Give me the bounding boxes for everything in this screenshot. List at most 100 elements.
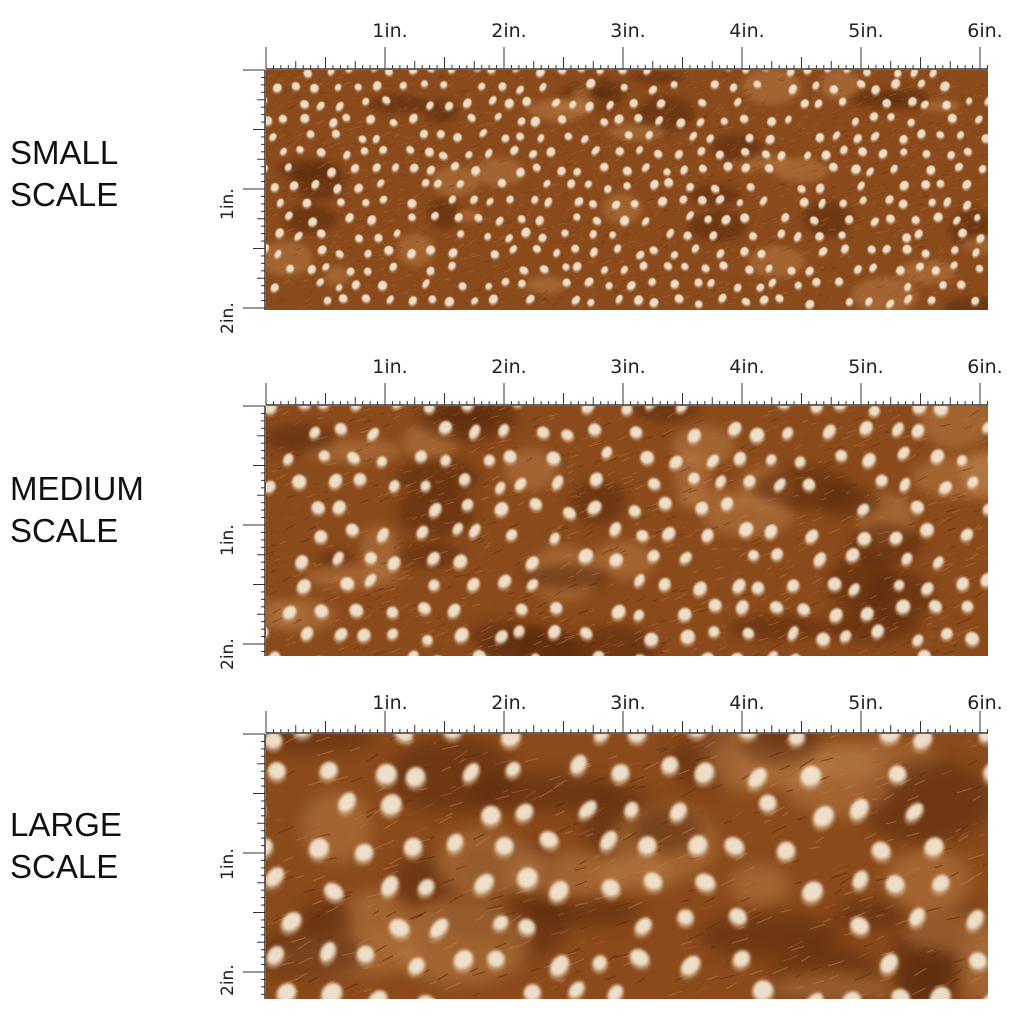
- fur-spot: [430, 211, 440, 222]
- fur-strand: [383, 228, 389, 232]
- fur-spot: [941, 100, 952, 112]
- fur-strand: [860, 294, 867, 297]
- fur-strand: [539, 227, 547, 231]
- fur-strand: [829, 528, 840, 534]
- fur-strand: [870, 71, 877, 75]
- fur-strand: [975, 135, 981, 139]
- fur-strand: [628, 151, 635, 154]
- fur-strand: [978, 296, 982, 299]
- fur-strand: [705, 203, 710, 207]
- fur-spot: [663, 168, 671, 177]
- fur-strand: [417, 226, 423, 228]
- fur-strand: [538, 227, 546, 231]
- fur-spot-core: [303, 70, 312, 78]
- fur-strand: [835, 125, 841, 129]
- fur-strand: [715, 289, 720, 293]
- fur-strand: [588, 163, 594, 166]
- fur-strand: [747, 209, 754, 214]
- fur-strand: [586, 118, 593, 123]
- fur-strand: [611, 127, 616, 129]
- fur-spot-core: [709, 231, 718, 240]
- fur-strand: [341, 128, 346, 131]
- fur-strand: [709, 243, 715, 248]
- fur-strand: [472, 280, 479, 285]
- fur-strand: [433, 286, 439, 290]
- fur-spot-core: [289, 181, 299, 190]
- fur-strand: [496, 305, 504, 310]
- fur-spot: [851, 117, 860, 128]
- fur-spot-core: [567, 179, 575, 188]
- fur-strand: [805, 239, 809, 242]
- fur-spot-core: [955, 162, 963, 171]
- fur-spot: [745, 133, 755, 144]
- fur-strand: [624, 96, 628, 99]
- fur-spot-core: [887, 113, 895, 121]
- fur-strand: [880, 237, 884, 240]
- fur-strand: [853, 217, 861, 221]
- fur-strand: [835, 155, 842, 160]
- fur-spot-core: [316, 148, 326, 157]
- fur-strand: [287, 100, 293, 104]
- fur-strand: [594, 132, 601, 136]
- fur-strand: [294, 247, 302, 251]
- fur-strand: [470, 217, 474, 221]
- fur-strand: [789, 145, 795, 148]
- fur-spot-core: [569, 100, 577, 108]
- fur-strand: [614, 290, 618, 292]
- fur-spot: [818, 198, 827, 210]
- fur-strand: [789, 178, 796, 180]
- fur-strand: [668, 275, 674, 278]
- fur-spot: [929, 70, 938, 79]
- fur-strand: [393, 215, 398, 218]
- fur-strand: [607, 100, 610, 103]
- fur-strand: [831, 196, 837, 198]
- fur-spot-core: [815, 231, 824, 241]
- fur-strand: [527, 225, 534, 228]
- fur-strand: [540, 129, 545, 132]
- fur-spot: [823, 70, 833, 74]
- fur-spot-core: [501, 277, 510, 286]
- fur-strand: [474, 570, 484, 574]
- fur-strand: [673, 595, 683, 601]
- fur-strand: [710, 547, 716, 551]
- fur-spot: [299, 113, 310, 125]
- fur-strand: [355, 248, 360, 251]
- fur-strand: [371, 179, 378, 182]
- fur-strand: [287, 141, 295, 145]
- fur-spot-core: [276, 198, 284, 207]
- fur-spot: [680, 262, 690, 272]
- fur-strand: [901, 215, 907, 220]
- fur-strand: [511, 221, 517, 225]
- fur-spot-core: [266, 243, 269, 253]
- fur-spot-core: [619, 215, 629, 226]
- fur-strand: [843, 143, 849, 146]
- fur-spot: [583, 277, 594, 288]
- fur-strand: [369, 243, 377, 247]
- fur-strand: [797, 228, 802, 230]
- fur-strand: [384, 210, 392, 213]
- fur-strand: [888, 502, 896, 506]
- fur-strand: [517, 204, 524, 207]
- fur-strand: [679, 520, 684, 524]
- fur-strand: [468, 187, 472, 189]
- fur-strand: [551, 302, 559, 306]
- fur-strand: [911, 228, 919, 232]
- fur-strand: [624, 199, 631, 202]
- fur-spot-core: [596, 70, 604, 74]
- fur-strand: [561, 248, 568, 251]
- fur-spot: [764, 163, 774, 174]
- fur-spot: [605, 281, 614, 291]
- fur-strand: [735, 243, 739, 246]
- fur-strand: [846, 112, 853, 116]
- fur-spot-core: [689, 131, 697, 141]
- fur-strand: [452, 305, 456, 309]
- fur-strand: [466, 242, 473, 246]
- fur-spot-core: [963, 200, 971, 210]
- fur-spot-core: [291, 82, 300, 90]
- fur-strand: [459, 257, 467, 260]
- fur-strand: [900, 99, 904, 101]
- fur-strand: [655, 173, 662, 178]
- fur-spot: [899, 134, 909, 146]
- fur-spot: [961, 179, 972, 192]
- fur-strand: [742, 89, 749, 93]
